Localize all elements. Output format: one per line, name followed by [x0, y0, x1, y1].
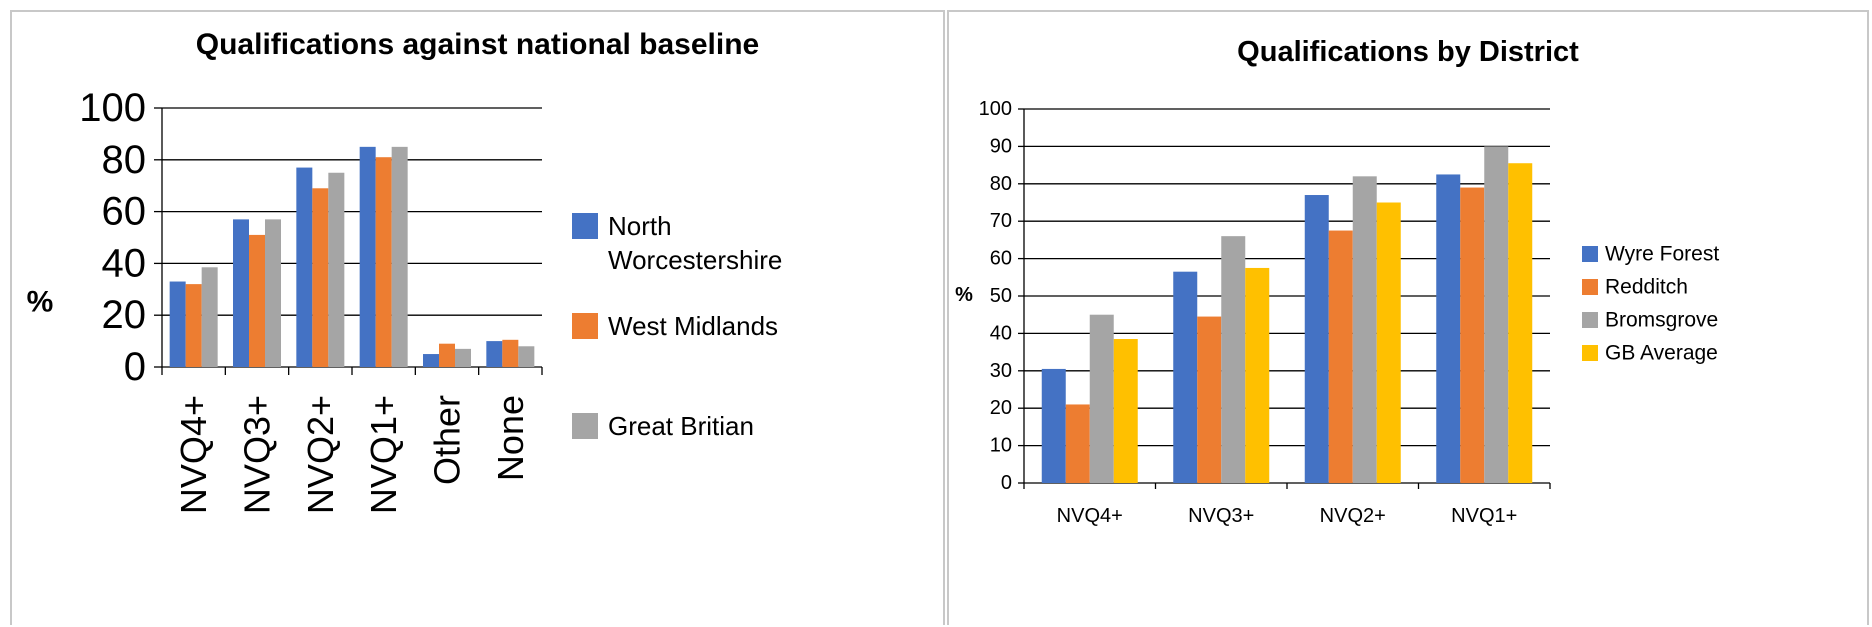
y-tick-label: 90	[990, 135, 1012, 157]
bar-great-britian	[328, 172, 345, 367]
legend-swatch	[1582, 279, 1598, 295]
legend-swatch	[572, 213, 598, 239]
legend-swatch	[1582, 345, 1598, 361]
bar-north-worcestershire	[486, 341, 503, 367]
bar-gb-average	[1113, 339, 1138, 483]
x-tick-label: NVQ4+	[1057, 505, 1123, 527]
y-tick-label: 40	[990, 322, 1012, 344]
bar-north-worcestershire	[169, 281, 186, 367]
legend-label: Bromsgrove	[1605, 309, 1718, 332]
bar-redditch	[1460, 187, 1485, 484]
bar-west-midlands	[185, 284, 202, 367]
bar-redditch	[1065, 404, 1090, 483]
legend-label: GB Average	[1605, 342, 1718, 365]
bar-wyre-forest	[1436, 174, 1461, 483]
y-axis-label: %	[955, 284, 973, 306]
x-tick-label: NVQ2+	[1320, 505, 1386, 527]
y-tick-label: 0	[124, 345, 146, 389]
legend-swatch	[572, 313, 598, 339]
y-tick-label: 50	[990, 285, 1012, 307]
bar-great-britian	[518, 346, 535, 367]
legend-label: West Midlands	[608, 311, 778, 341]
legend-label: Great Britian	[608, 411, 754, 441]
bar-west-midlands	[375, 157, 392, 367]
bar-bromsgrove	[1352, 176, 1377, 483]
bar-chart-qualifications-baseline: 0 20 40 60 80 100% NVQ4+ NVQ3+ NVQ2+ NVQ1+ Other No…	[27, 86, 783, 514]
bar-west-midlands	[312, 188, 329, 367]
y-axis-label: %	[27, 286, 54, 319]
bar-gb-average	[1245, 267, 1270, 483]
chart-title: Qualifications against national baseline	[195, 28, 760, 61]
bar-north-worcestershire	[423, 354, 439, 367]
chart-panel-qualifications-district: Qualifications by District 0 10 20 30 40 50 60…	[947, 10, 1869, 625]
legend-label: Wyre Forest	[1605, 243, 1719, 266]
bar-gb-average	[1376, 202, 1401, 483]
bar-wyre-forest	[1041, 368, 1066, 483]
x-tick-label: NVQ1+	[363, 395, 404, 514]
legend-swatch	[1582, 312, 1598, 328]
x-tick-label: NVQ3+	[237, 395, 278, 514]
bar-north-worcestershire	[233, 219, 249, 367]
bar-great-britian	[265, 219, 281, 367]
x-tick-label: NVQ2+	[300, 395, 341, 514]
chart-title: Qualifications by District	[1237, 36, 1579, 68]
bar-north-worcestershire	[359, 146, 376, 367]
bar-gb-average	[1508, 163, 1533, 484]
bar-west-midlands	[439, 343, 455, 367]
x-tick-label: Other	[427, 395, 468, 485]
bar-bromsgrove	[1089, 314, 1114, 483]
bar-chart-qualifications-district: 0 10 20 30 40 50 60 70 80 90 100% NVQ4+ NVQ3+ NVQ2+ NV…	[955, 98, 1719, 527]
legend-label: North Worcestershire	[608, 211, 782, 275]
bar-great-britian	[455, 348, 471, 367]
y-tick-label: 80	[990, 173, 1012, 195]
x-tick-label: NVQ1+	[1451, 505, 1517, 527]
y-tick-label: 40	[102, 241, 147, 285]
legend-label: Redditch	[1605, 276, 1688, 299]
y-tick-label: 60	[102, 190, 147, 234]
bar-west-midlands	[502, 339, 519, 367]
y-tick-label: 70	[990, 210, 1012, 232]
y-tick-label: 20	[102, 293, 147, 337]
bar-wyre-forest	[1304, 195, 1329, 483]
bar-redditch	[1197, 316, 1222, 483]
x-tick-label: None	[490, 395, 531, 481]
legend-swatch	[1582, 246, 1598, 262]
y-tick-label: 60	[990, 248, 1012, 270]
bar-great-britian	[201, 267, 218, 367]
legend-swatch	[572, 413, 598, 439]
y-tick-label: 0	[1001, 472, 1012, 494]
y-tick-label: 30	[990, 360, 1012, 382]
bar-west-midlands	[249, 234, 265, 367]
bar-bromsgrove	[1484, 146, 1509, 483]
x-tick-label: NVQ4+	[173, 395, 214, 514]
x-tick-label: NVQ3+	[1188, 505, 1254, 527]
bar-great-britian	[391, 146, 408, 367]
bar-redditch	[1328, 230, 1353, 483]
y-tick-label: 100	[79, 86, 146, 130]
bar-bromsgrove	[1221, 236, 1246, 483]
y-tick-label: 10	[990, 435, 1012, 457]
y-tick-label: 100	[979, 98, 1012, 120]
chart-panel-qualifications-baseline: Qualifications against national baseline…	[10, 10, 945, 625]
y-tick-label: 20	[990, 397, 1012, 419]
bar-north-worcestershire	[296, 167, 313, 367]
bar-wyre-forest	[1173, 271, 1198, 483]
y-tick-label: 80	[102, 138, 147, 182]
